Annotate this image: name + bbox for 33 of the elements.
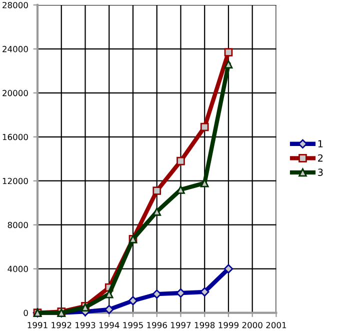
- x-tick-label: 1997: [171, 322, 191, 328]
- point: [128, 296, 138, 306]
- x-tick-label: 1994: [99, 322, 120, 328]
- y-tick-label: 20000: [2, 90, 28, 96]
- y-tick-label: 12000: [2, 178, 28, 184]
- legend-label: 2: [318, 154, 323, 162]
- point: [224, 48, 233, 56]
- y-tick-label: 16000: [2, 134, 28, 140]
- x-tick-label: 1995: [123, 322, 143, 328]
- y-tick-label: 0: [24, 310, 28, 316]
- point: [224, 60, 233, 68]
- point: [104, 304, 114, 314]
- y-tick-label: 28000: [2, 2, 28, 8]
- legend-label: 1: [318, 140, 323, 148]
- point: [104, 290, 114, 298]
- point: [200, 122, 209, 132]
- x-tick-label: 1992: [52, 322, 72, 328]
- point: [152, 289, 162, 299]
- x-tick-label: 1993: [76, 322, 96, 328]
- x-tick-label: 1996: [147, 322, 167, 328]
- y-tick-label: 8000: [8, 222, 28, 228]
- x-tick-label: 1999: [218, 322, 238, 328]
- legend-label: 3: [318, 168, 323, 176]
- x-tick-label: 2001: [266, 322, 286, 328]
- y-tick-label: 24000: [2, 46, 28, 52]
- point: [176, 288, 186, 298]
- x-tick-label: 1991: [28, 322, 48, 328]
- x-tick-label: 1998: [194, 322, 215, 328]
- point: [176, 156, 185, 166]
- point: [224, 264, 234, 274]
- y-tick-label: 4000: [8, 266, 28, 272]
- point: [152, 186, 162, 195]
- x-tick-label: 2000: [242, 322, 262, 328]
